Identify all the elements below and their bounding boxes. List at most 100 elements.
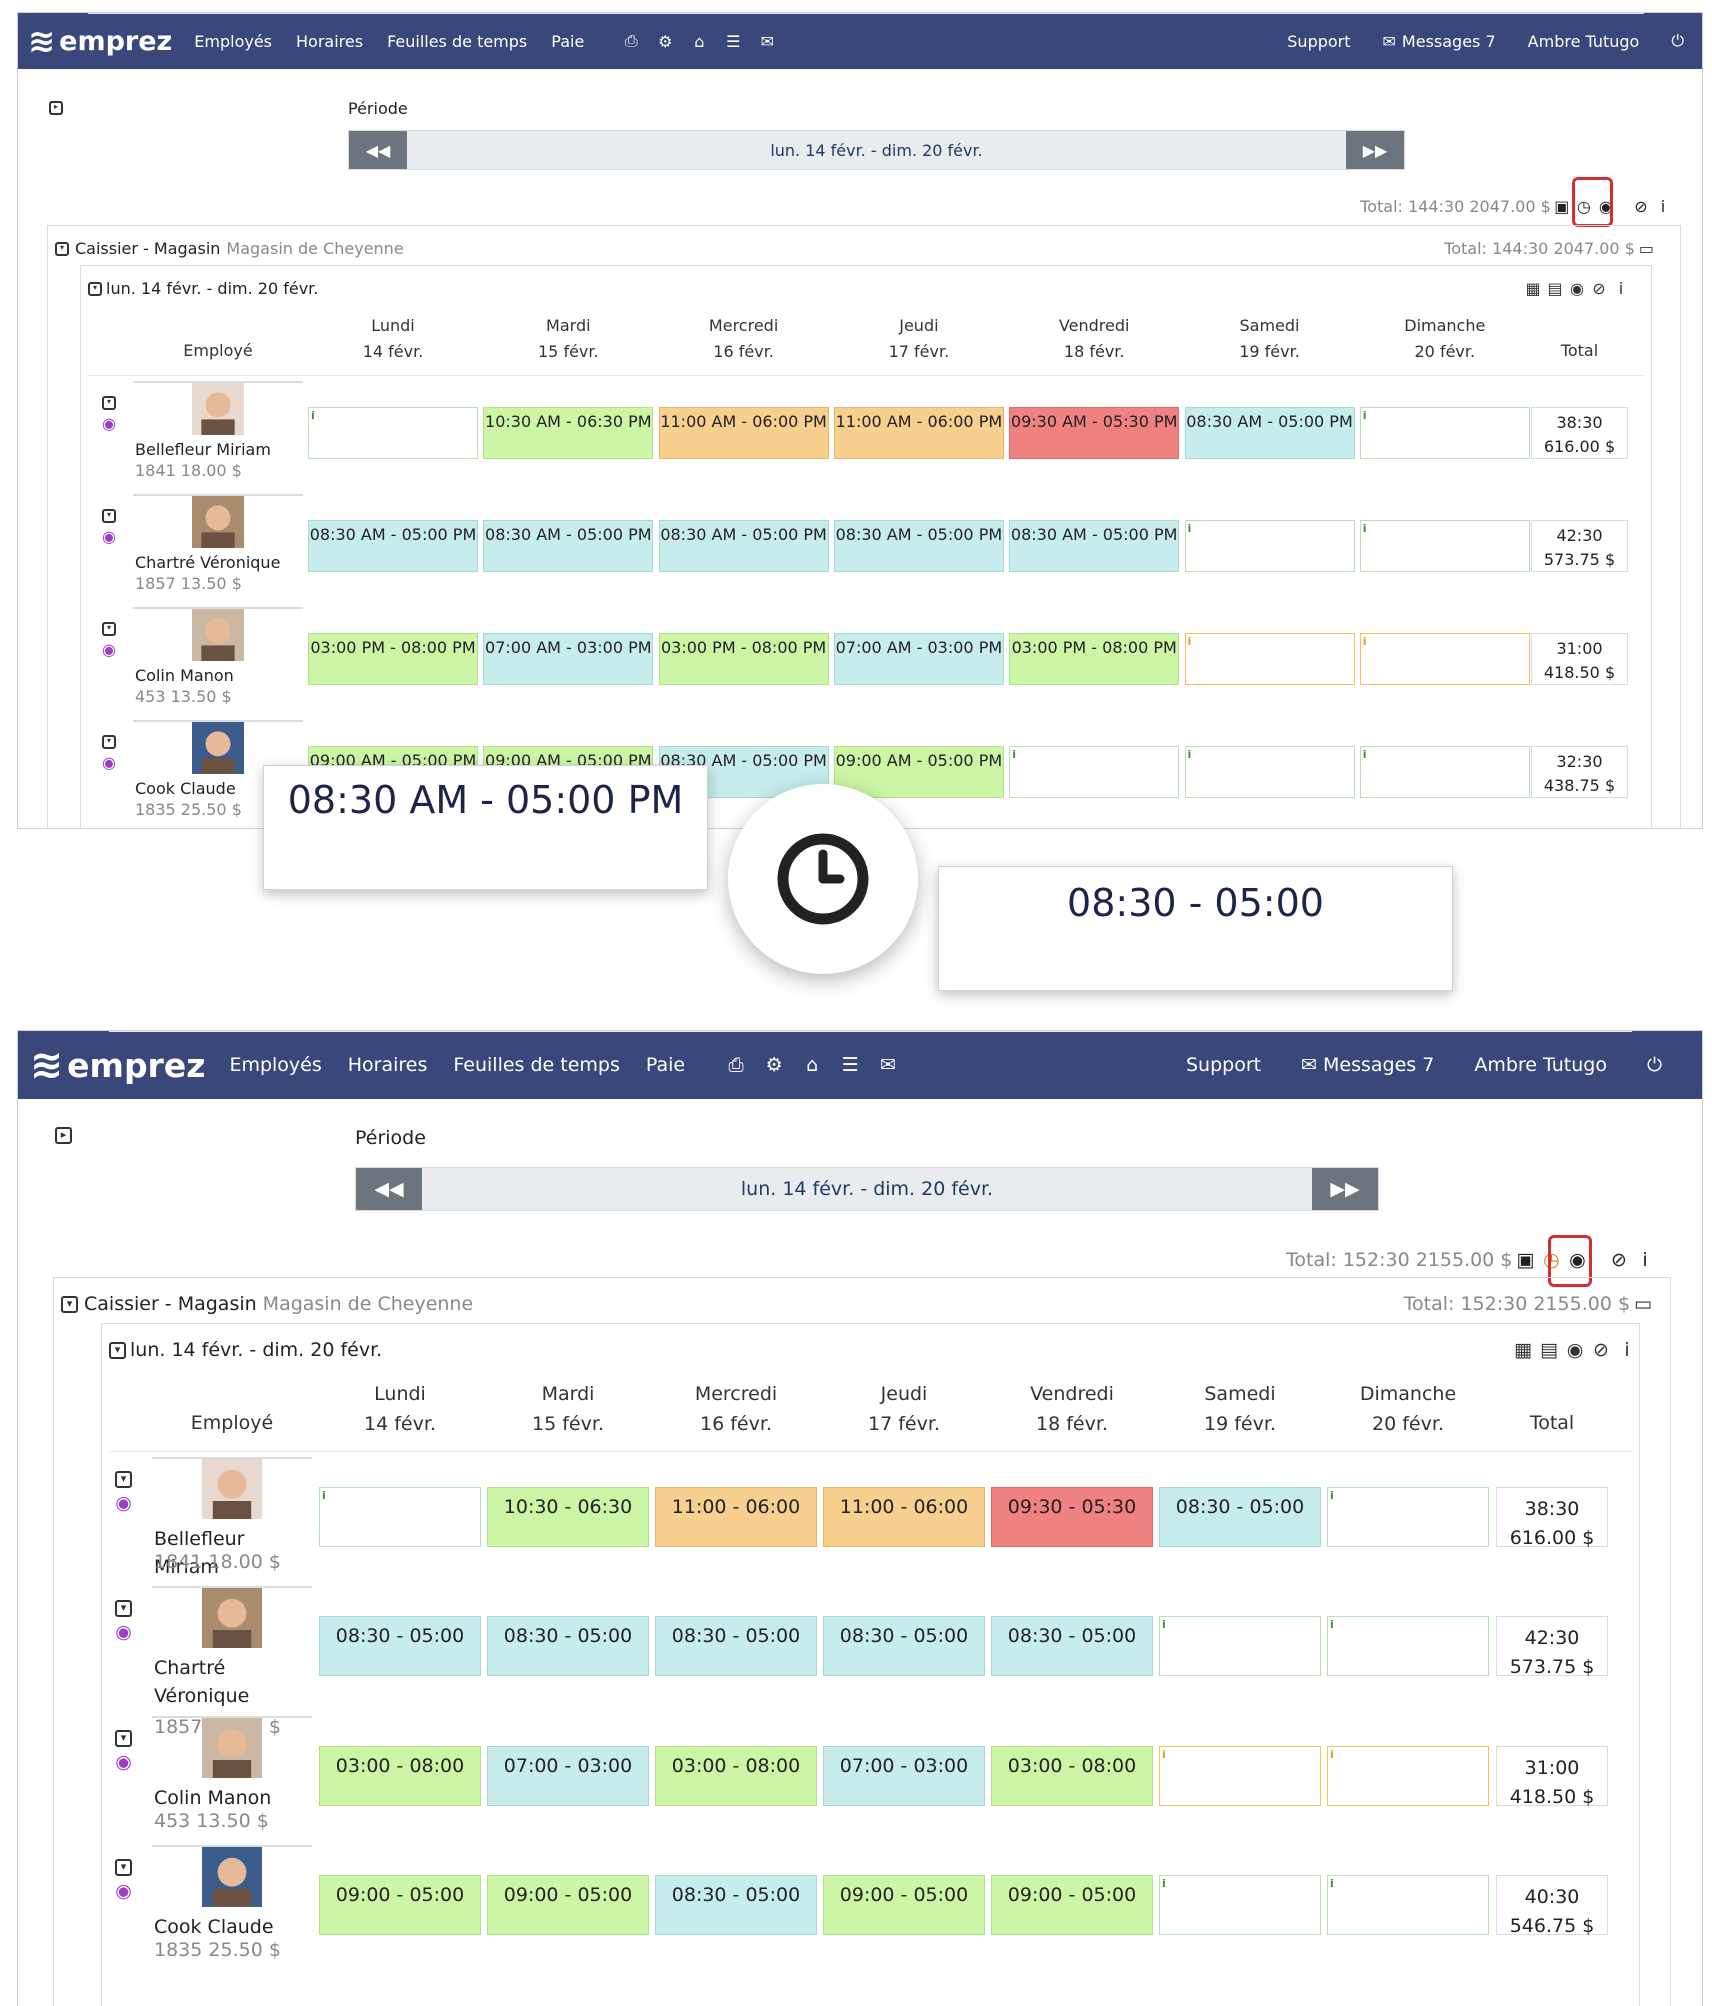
excel-icon[interactable]: ▤ bbox=[1540, 1339, 1558, 1361]
comments-icon[interactable]: ✉ bbox=[880, 1054, 897, 1076]
panel-toggle-icon[interactable]: ▸ bbox=[55, 1127, 72, 1144]
shift-cell[interactable]: i bbox=[1009, 746, 1180, 798]
row-visibility-icon[interactable]: ◉ bbox=[115, 1880, 132, 1902]
shift-cell[interactable]: 09:00 - 05:00 bbox=[823, 1875, 985, 1935]
printer-icon[interactable]: ⎙ bbox=[624, 31, 638, 50]
period-range[interactable]: lun. 14 févr. - dim. 20 févr. bbox=[770, 140, 983, 160]
shift-cell[interactable]: 09:00 AM - 05:00 PM bbox=[833, 746, 1004, 798]
next-week-button[interactable]: ▶▶ bbox=[1346, 131, 1404, 169]
shift-cell[interactable]: 03:00 - 08:00 bbox=[655, 1746, 817, 1806]
shift-cell[interactable]: i bbox=[1359, 746, 1530, 798]
shift-cell[interactable]: i bbox=[1184, 746, 1355, 798]
shift-cell[interactable]: 07:00 AM - 03:00 PM bbox=[833, 633, 1004, 685]
employee-card[interactable] bbox=[152, 1586, 312, 1588]
week-collapse-icon[interactable]: ▾ bbox=[88, 281, 102, 296]
shift-cell[interactable]: i bbox=[319, 1487, 481, 1547]
shift-cell[interactable]: 10:30 AM - 06:30 PM bbox=[483, 407, 654, 459]
nav-item-2[interactable]: Feuilles de temps bbox=[387, 31, 528, 51]
shift-cell[interactable]: i bbox=[1159, 1616, 1321, 1676]
eye-slash-icon[interactable]: ⊘ bbox=[1593, 1339, 1609, 1361]
employee-card[interactable] bbox=[133, 494, 303, 496]
group-collapse-icon[interactable]: ▾ bbox=[61, 1295, 78, 1313]
row-visibility-icon[interactable]: ◉ bbox=[115, 1492, 132, 1514]
panel-toggle-icon[interactable]: ▸ bbox=[49, 101, 63, 115]
nav-item-2[interactable]: Feuilles de temps bbox=[453, 1054, 620, 1076]
printer-icon[interactable]: ⎙ bbox=[728, 1054, 744, 1076]
messages-link[interactable]: ✉ Messages 7 bbox=[1301, 1054, 1434, 1076]
user-menu[interactable]: Ambre Tutugo bbox=[1474, 1054, 1607, 1076]
row-collapse-icon[interactable]: ▾ bbox=[102, 396, 116, 410]
cash-icon[interactable]: ▣ bbox=[1516, 1249, 1535, 1271]
info-icon[interactable]: i bbox=[1642, 1249, 1648, 1271]
table-icon[interactable]: ▦ bbox=[1514, 1339, 1532, 1361]
eye-slash-icon[interactable]: ⊘ bbox=[1634, 197, 1648, 216]
nav-item-1[interactable]: Horaires bbox=[347, 1054, 428, 1076]
shift-cell[interactable]: 10:30 - 06:30 bbox=[487, 1487, 649, 1547]
shift-cell[interactable]: 08:30 AM - 05:00 PM bbox=[833, 520, 1004, 572]
row-collapse-icon[interactable]: ▾ bbox=[115, 1471, 132, 1488]
shift-cell[interactable]: 03:00 PM - 08:00 PM bbox=[658, 633, 829, 685]
next-week-button[interactable]: ▶▶ bbox=[1312, 1168, 1378, 1210]
week-collapse-icon[interactable]: ▾ bbox=[109, 1341, 126, 1359]
shift-cell[interactable]: i bbox=[308, 407, 478, 459]
eye-slash-icon[interactable]: ⊘ bbox=[1611, 1249, 1627, 1271]
cogs-icon[interactable]: ⚙ bbox=[658, 31, 673, 51]
nav-item-0[interactable]: Employés bbox=[229, 1054, 322, 1076]
nav-item-3[interactable]: Paie bbox=[645, 1054, 686, 1076]
employee-card[interactable] bbox=[133, 720, 303, 722]
row-collapse-icon[interactable]: ▾ bbox=[115, 1730, 132, 1747]
folder-open-icon[interactable]: ▭ bbox=[1638, 239, 1654, 258]
shift-cell[interactable]: 07:00 - 03:00 bbox=[487, 1746, 649, 1806]
shift-cell[interactable]: i bbox=[1184, 520, 1355, 572]
shift-cell[interactable]: 08:30 - 05:00 bbox=[1159, 1487, 1321, 1547]
period-range[interactable]: lun. 14 févr. - dim. 20 févr. bbox=[740, 1178, 994, 1200]
shift-cell[interactable]: 08:30 - 05:00 bbox=[823, 1616, 985, 1676]
employee-card[interactable] bbox=[133, 381, 303, 383]
shift-cell[interactable]: 11:00 - 06:00 bbox=[823, 1487, 985, 1547]
previous-week-button[interactable]: ◀◀ bbox=[349, 131, 407, 169]
employee-card[interactable] bbox=[152, 1845, 312, 1847]
row-visibility-icon[interactable]: ◉ bbox=[102, 527, 116, 546]
user-menu[interactable]: Ambre Tutugo bbox=[1527, 31, 1640, 51]
shift-cell[interactable]: 03:00 PM - 08:00 PM bbox=[308, 633, 478, 685]
shift-cell[interactable]: 11:00 - 06:00 bbox=[655, 1487, 817, 1547]
cash-icon[interactable]: ▣ bbox=[1554, 197, 1570, 216]
shift-cell[interactable]: 08:30 - 05:00 bbox=[655, 1875, 817, 1935]
row-collapse-icon[interactable]: ▾ bbox=[102, 509, 116, 523]
clock-toggle-icon[interactable]: ◷ bbox=[1576, 197, 1591, 216]
shift-cell[interactable]: 11:00 AM - 06:00 PM bbox=[833, 407, 1004, 459]
excel-icon[interactable]: ▤ bbox=[1547, 279, 1563, 298]
nav-item-0[interactable]: Employés bbox=[194, 31, 272, 51]
clock-toggle-icon[interactable]: ◷ bbox=[1543, 1249, 1560, 1271]
shift-cell[interactable]: 03:00 - 08:00 bbox=[991, 1746, 1153, 1806]
nav-item-3[interactable]: Paie bbox=[551, 31, 585, 51]
sitemap-icon[interactable]: ⌂ bbox=[806, 1054, 819, 1076]
messages-link[interactable]: ✉ Messages 7 bbox=[1383, 32, 1496, 51]
shift-cell[interactable]: 09:00 - 05:00 bbox=[991, 1875, 1153, 1935]
shift-cell[interactable]: i bbox=[1184, 633, 1355, 685]
row-collapse-icon[interactable]: ▾ bbox=[102, 735, 116, 749]
shift-cell[interactable]: 08:30 AM - 05:00 PM bbox=[308, 520, 478, 572]
shift-cell[interactable]: 09:00 - 05:00 bbox=[319, 1875, 481, 1935]
employee-card[interactable] bbox=[152, 1457, 312, 1459]
power-icon[interactable]: ⏻ bbox=[1671, 31, 1684, 50]
row-visibility-icon[interactable]: ◉ bbox=[102, 414, 116, 433]
shift-cell[interactable]: 08:30 - 05:00 bbox=[487, 1616, 649, 1676]
info-icon[interactable]: i bbox=[1624, 1339, 1630, 1361]
support-link[interactable]: Support bbox=[1287, 31, 1351, 51]
shift-cell[interactable]: 08:30 AM - 05:00 PM bbox=[1009, 520, 1180, 572]
shift-cell[interactable]: 07:00 - 03:00 bbox=[823, 1746, 985, 1806]
shift-cell[interactable]: i bbox=[1359, 407, 1530, 459]
shift-cell[interactable]: 03:00 PM - 08:00 PM bbox=[1009, 633, 1180, 685]
shift-cell[interactable]: 03:00 - 08:00 bbox=[319, 1746, 481, 1806]
shift-cell[interactable]: 11:00 AM - 06:00 PM bbox=[658, 407, 829, 459]
shift-cell[interactable]: 08:30 AM - 05:00 PM bbox=[658, 520, 829, 572]
previous-week-button[interactable]: ◀◀ bbox=[356, 1168, 422, 1210]
shift-cell[interactable]: 09:30 AM - 05:30 PM bbox=[1009, 407, 1180, 459]
shift-cell[interactable]: 07:00 AM - 03:00 PM bbox=[483, 633, 654, 685]
shift-cell[interactable]: i bbox=[1327, 1746, 1489, 1806]
nav-item-1[interactable]: Horaires bbox=[296, 31, 364, 51]
row-collapse-icon[interactable]: ▾ bbox=[115, 1859, 132, 1876]
row-collapse-icon[interactable]: ▾ bbox=[102, 622, 116, 636]
group-collapse-icon[interactable]: ▾ bbox=[55, 241, 69, 256]
